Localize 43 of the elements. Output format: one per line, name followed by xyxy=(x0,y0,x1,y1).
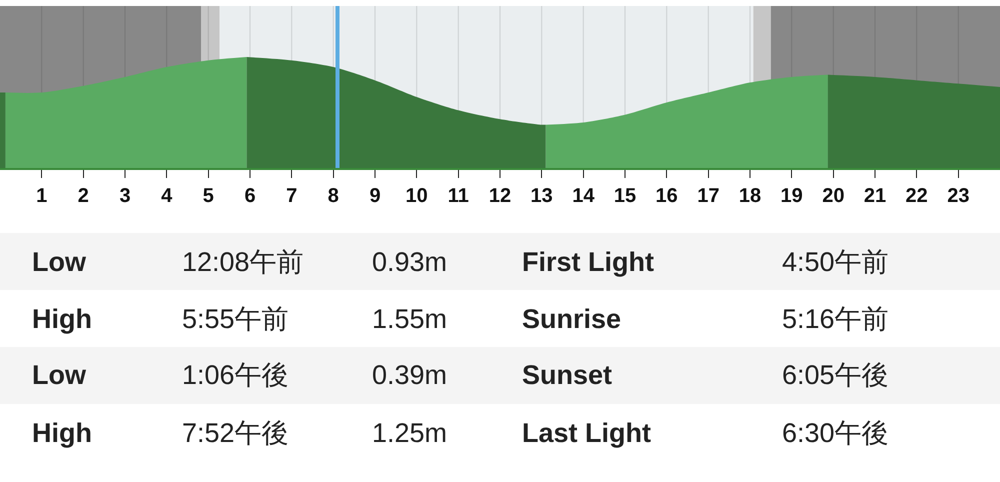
x-tick-label: 5 xyxy=(202,185,214,207)
x-tick-label: 8 xyxy=(328,185,339,207)
x-tick-label: 20 xyxy=(822,185,844,207)
text: High xyxy=(32,304,92,334)
text: 1.55m xyxy=(372,304,448,334)
x-tick-label: 14 xyxy=(572,185,596,207)
text: 1:06午後 xyxy=(182,360,289,390)
x-tick-label: 13 xyxy=(530,185,553,207)
text: 5:16午前 xyxy=(782,304,889,334)
text: 6:30午後 xyxy=(782,418,889,448)
x-tick-label: 11 xyxy=(448,185,469,207)
text: First Light xyxy=(522,247,654,277)
x-tick-label: 1 xyxy=(36,185,48,207)
x-tick-label: 4 xyxy=(161,185,174,207)
x-tick-label: 3 xyxy=(119,185,131,207)
text: 7:52午後 xyxy=(182,418,289,448)
text: 5:55午前 xyxy=(182,304,289,334)
x-tick-label: 2 xyxy=(78,185,89,207)
text: 6:05午後 xyxy=(782,360,889,390)
x-tick-label: 19 xyxy=(780,185,803,207)
x-tick-label: 7 xyxy=(286,185,298,207)
x-tick-label: 12 xyxy=(488,185,512,207)
x-tick-label: 17 xyxy=(697,185,720,207)
x-tick-label: 6 xyxy=(244,185,256,207)
x-tick-label: 15 xyxy=(614,185,636,207)
x-tick-label: 23 xyxy=(947,185,970,207)
text: 0.93m xyxy=(372,247,448,277)
text: Sunrise xyxy=(522,304,622,334)
text: 1.25m xyxy=(372,418,448,448)
text: Low xyxy=(32,247,87,277)
text: High xyxy=(32,418,92,448)
text: 4:50午前 xyxy=(782,247,889,277)
x-tick-label: 16 xyxy=(656,185,678,207)
text: Low xyxy=(32,360,87,390)
x-tick-label: 21 xyxy=(864,185,886,207)
text: Last Light xyxy=(522,418,651,448)
x-tick-label: 9 xyxy=(369,185,381,207)
text: 0.39m xyxy=(372,360,448,390)
x-tick-label: 10 xyxy=(406,185,428,207)
x-tick-label: 18 xyxy=(738,185,762,207)
text: Sunset xyxy=(522,360,612,390)
text: 12:08午前 xyxy=(182,247,304,277)
x-tick-label: 22 xyxy=(906,185,928,207)
